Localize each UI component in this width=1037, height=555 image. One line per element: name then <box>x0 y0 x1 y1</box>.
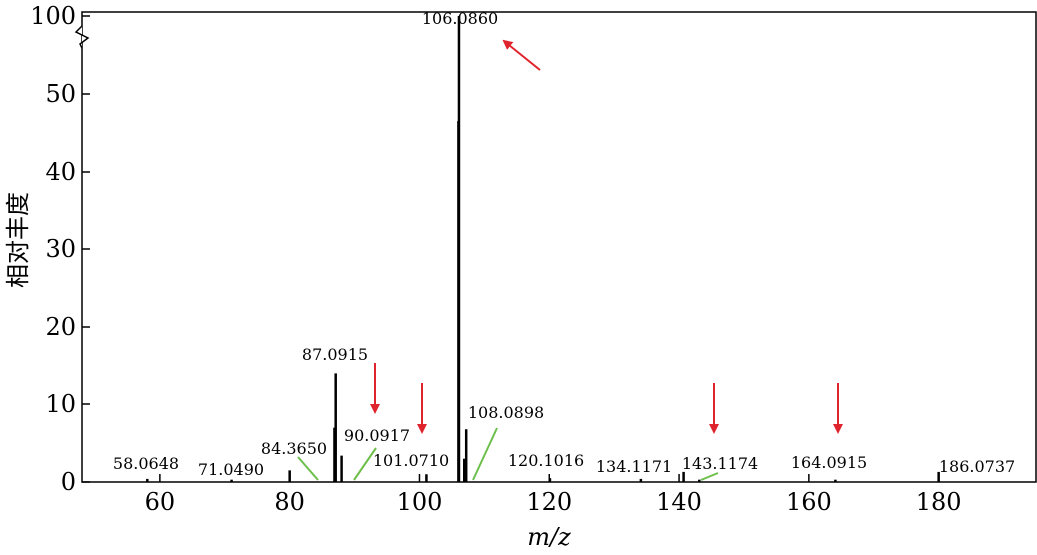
peak-label: 58.0648 <box>113 454 179 473</box>
red-arrow <box>502 39 541 71</box>
x-tick-label: 100 <box>397 488 443 516</box>
y-tick-label: 30 <box>45 235 76 263</box>
y-axis-title: 相对丰度 <box>4 192 32 288</box>
peak-labels: 58.0648 71.0490 84.3650 87.0915 90.0917 101.0… <box>113 9 1015 479</box>
y-tick-label: 100 <box>30 2 76 30</box>
plot-frame <box>81 11 1037 483</box>
x-axis: 60 80 100 120 140 160 180 <box>145 474 962 516</box>
leader-line <box>353 447 377 481</box>
x-tick-label: 180 <box>916 488 962 516</box>
leader-lines <box>297 427 719 481</box>
x-tick-label: 120 <box>526 488 572 516</box>
x-axis-title: m/z <box>527 523 571 551</box>
peak-label: 134.1171 <box>596 457 672 476</box>
y-tick-label: 10 <box>45 390 76 418</box>
x-tick-label: 60 <box>145 488 176 516</box>
spectrum-bars <box>146 16 940 482</box>
peak-label: 164.0915 <box>791 453 867 472</box>
y-axis: 0 10 20 30 40 50 100 <box>30 2 90 496</box>
peak-label: 120.1016 <box>508 451 584 470</box>
peak-label: 186.0737 <box>939 457 1015 476</box>
peak-label: 143.1174 <box>682 454 758 473</box>
leader-line <box>700 472 719 481</box>
peak-label: 90.0917 <box>344 426 410 445</box>
peak-label: 84.3650 <box>261 439 327 458</box>
y-tick-label: 40 <box>45 158 76 186</box>
peak-label: 106.0860 <box>422 9 498 28</box>
peak-label: 108.0898 <box>468 403 544 422</box>
x-tick-label: 80 <box>274 488 305 516</box>
peak-label: 101.0710 <box>373 451 449 470</box>
leader-line <box>472 427 498 481</box>
x-tick-label: 160 <box>786 488 832 516</box>
x-tick-label: 140 <box>656 488 702 516</box>
y-tick-label: 0 <box>61 468 76 496</box>
axis-break-mark <box>74 25 90 49</box>
peak-label: 87.0915 <box>302 345 368 364</box>
y-tick-label: 50 <box>45 80 76 108</box>
annotation-arrows <box>370 39 843 434</box>
y-tick-label: 20 <box>45 313 76 341</box>
peak-label: 71.0490 <box>198 460 264 479</box>
leader-line <box>297 456 319 481</box>
